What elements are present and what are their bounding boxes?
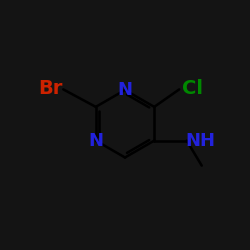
Text: N: N — [118, 81, 132, 99]
Text: NH: NH — [186, 132, 216, 150]
Text: Cl: Cl — [182, 78, 204, 98]
Text: N: N — [88, 132, 103, 150]
Text: Br: Br — [38, 78, 63, 98]
